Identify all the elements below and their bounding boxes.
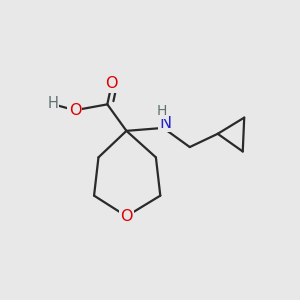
Text: H: H — [157, 104, 167, 118]
Text: O: O — [120, 209, 133, 224]
Text: O: O — [69, 103, 81, 118]
Text: O: O — [106, 76, 118, 91]
Text: H: H — [47, 96, 58, 111]
Text: N: N — [160, 116, 172, 131]
